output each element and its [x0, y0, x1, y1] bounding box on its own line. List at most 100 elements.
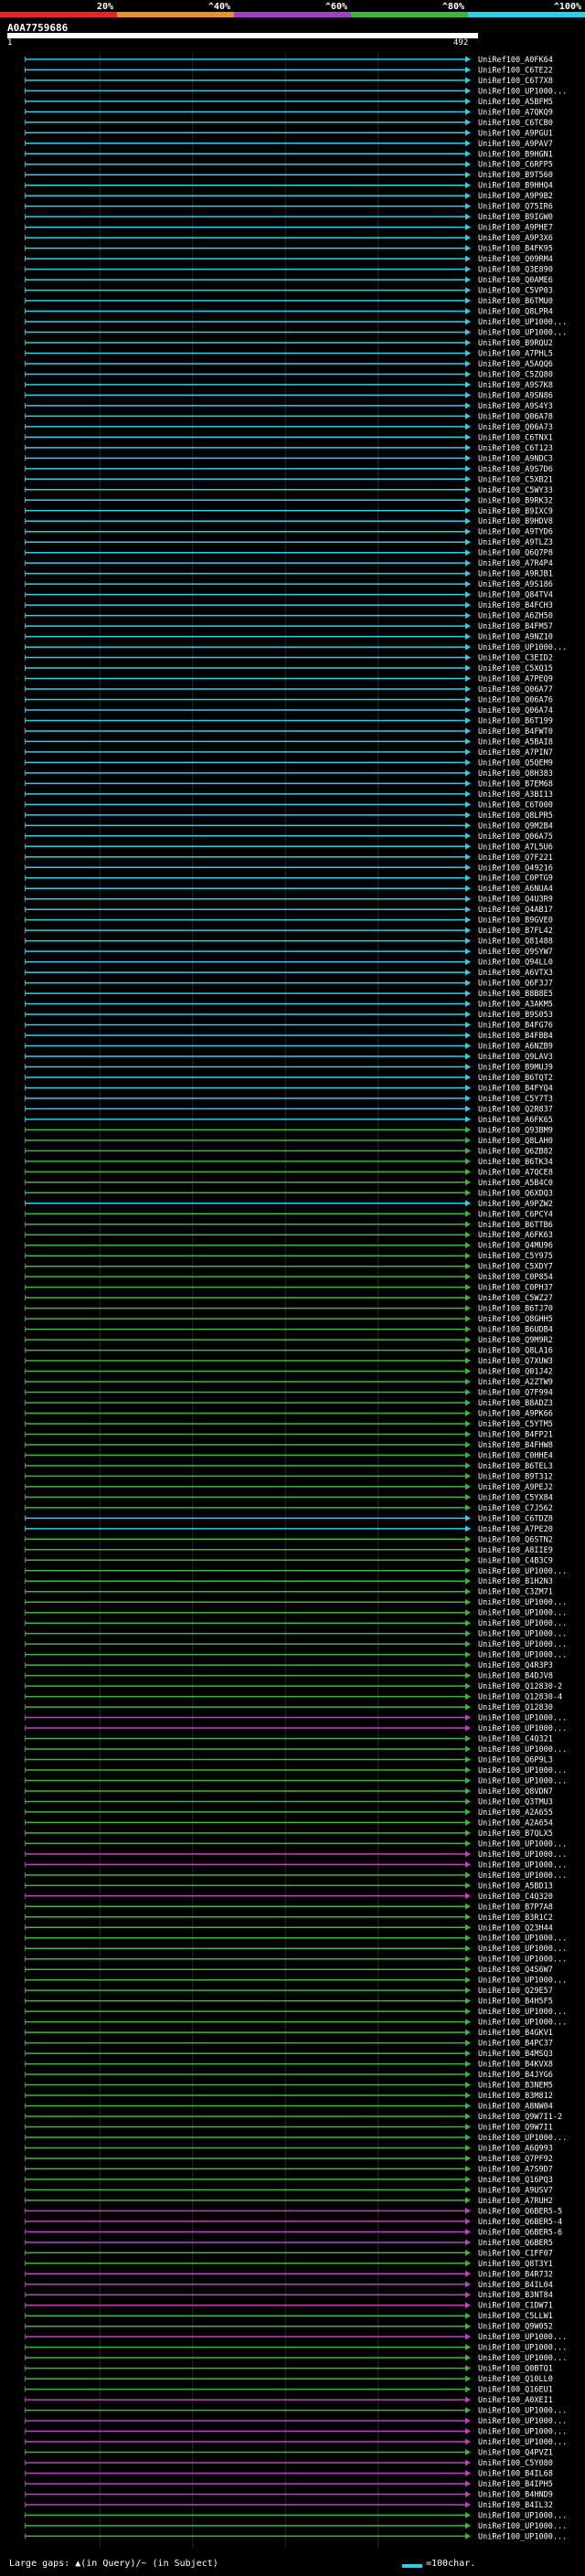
hit-label[interactable]: UniRef100_UP1000... — [478, 1860, 567, 1870]
hit-row[interactable]: UniRef100_Q7PF92 — [25, 2155, 553, 2164]
hit-row[interactable]: UniRef100_Q4S6W7 — [25, 1966, 553, 1975]
hit-label[interactable]: UniRef100_B4IPH5 — [478, 2480, 553, 2489]
hit-label[interactable]: UniRef100_A9P9B2 — [478, 192, 553, 201]
hit-row[interactable]: UniRef100_A7PEQ9 — [25, 675, 553, 684]
hit-label[interactable]: UniRef100_Q4U3R9 — [478, 896, 553, 905]
hit-label[interactable]: UniRef100_B4MSQ3 — [478, 2050, 553, 2059]
hit-label[interactable]: UniRef100_B6T199 — [478, 716, 553, 726]
hit-row[interactable]: UniRef100_B4FP21 — [25, 1430, 553, 1439]
hit-label[interactable]: UniRef100_Q6BER5-4 — [478, 2218, 562, 2227]
hit-label[interactable]: UniRef100_B4FWT0 — [478, 727, 553, 737]
hit-label[interactable]: UniRef100_Q93BM9 — [478, 1126, 553, 1135]
hit-row[interactable]: UniRef100_C7J562 — [25, 1504, 553, 1513]
hit-label[interactable]: UniRef100_C3EID2 — [478, 654, 553, 663]
hit-row[interactable]: UniRef100_B7P7A8 — [25, 1903, 553, 1912]
hit-row[interactable]: UniRef100_B4FYQ4 — [25, 1084, 553, 1093]
hit-row[interactable]: UniRef100_Q4PVZ1 — [25, 2449, 553, 2458]
hit-label[interactable]: UniRef100_B8ADZ3 — [478, 1399, 553, 1408]
hit-row[interactable]: UniRef100_Q06A78 — [25, 412, 553, 421]
hit-label[interactable]: UniRef100_C6TE22 — [478, 66, 553, 75]
hit-label[interactable]: UniRef100_B4FP21 — [478, 1430, 553, 1439]
hit-label[interactable]: UniRef100_C6PCY4 — [478, 1210, 553, 1219]
hit-row[interactable]: UniRef100_A9S7K8 — [25, 381, 553, 390]
hit-label[interactable]: UniRef100_UP1000... — [478, 1640, 567, 1649]
hit-label[interactable]: UniRef100_B9GVE0 — [478, 917, 553, 926]
hit-row[interactable]: UniRef100_Q16PQ3 — [25, 2176, 553, 2185]
hit-row[interactable]: UniRef100_B4FG76 — [25, 1022, 553, 1031]
hit-row[interactable]: UniRef100_B4PC37 — [25, 2040, 553, 2049]
hit-row[interactable]: UniRef100_UP1000... — [25, 1850, 568, 1860]
hit-row[interactable]: UniRef100_A9S4Y3 — [25, 402, 553, 411]
hit-label[interactable]: UniRef100_A7S9D7 — [478, 2165, 553, 2174]
hit-row[interactable]: UniRef100_UP1000... — [25, 1839, 568, 1849]
hit-label[interactable]: UniRef100_UP1000... — [478, 1630, 567, 1639]
hit-row[interactable]: UniRef100_A9PK66 — [25, 1409, 553, 1418]
hit-label[interactable]: UniRef100_Q7F994 — [478, 1389, 553, 1398]
hit-label[interactable]: UniRef100_A5AQQ6 — [478, 360, 553, 369]
hit-row[interactable]: UniRef100_B6TK34 — [25, 1158, 553, 1167]
hit-label[interactable]: UniRef100_B3NT84 — [478, 2291, 553, 2300]
hit-label[interactable]: UniRef100_Q9M9R2 — [478, 1336, 553, 1345]
hit-row[interactable]: UniRef100_Q9W7I1 — [25, 2123, 553, 2132]
hit-row[interactable]: UniRef100_C6TDZ8 — [25, 1514, 553, 1523]
hit-label[interactable]: UniRef100_C1DW71 — [478, 2302, 553, 2311]
hit-label[interactable]: UniRef100_A7RUH2 — [478, 2197, 553, 2206]
hit-row[interactable]: UniRef100_B6TMU0 — [25, 297, 553, 306]
hit-row[interactable]: UniRef100_UP1000... — [25, 1609, 568, 1618]
hit-label[interactable]: UniRef100_B9RQU2 — [478, 339, 553, 348]
hit-label[interactable]: UniRef100_Q10LL0 — [478, 2375, 553, 2384]
hit-label[interactable]: UniRef100_UP1000... — [478, 1776, 567, 1786]
hit-row[interactable]: UniRef100_B4FM57 — [25, 622, 553, 631]
hit-row[interactable]: UniRef100_Q9W7I1-2 — [25, 2113, 563, 2122]
hit-label[interactable]: UniRef100_C5XB21 — [478, 475, 553, 484]
hit-label[interactable]: UniRef100_Q0AME6 — [478, 276, 553, 285]
hit-label[interactable]: UniRef100_C6RFP5 — [478, 161, 553, 170]
hit-row[interactable]: UniRef100_C6TE22 — [25, 66, 553, 75]
hit-label[interactable]: UniRef100_Q8LAH0 — [478, 1137, 553, 1146]
hit-label[interactable]: UniRef100_B4GKV1 — [478, 2029, 553, 2038]
hit-row[interactable]: UniRef100_A7QKQ9 — [25, 108, 553, 117]
hit-row[interactable]: UniRef100_Q6XDQ3 — [25, 1189, 553, 1198]
hit-row[interactable]: UniRef100_A9PHE7 — [25, 224, 553, 233]
hit-row[interactable]: UniRef100_B9HDV8 — [25, 517, 553, 526]
hit-label[interactable]: UniRef100_UP1000... — [478, 1724, 567, 1733]
hit-label[interactable]: UniRef100_Q12830 — [478, 1703, 553, 1712]
hit-label[interactable]: UniRef100_Q6ZB82 — [478, 1147, 553, 1156]
hit-row[interactable]: UniRef100_A9PGU1 — [25, 129, 553, 138]
hit-label[interactable]: UniRef100_Q6P9L3 — [478, 1755, 553, 1765]
hit-label[interactable]: UniRef100_UP1000... — [478, 2134, 567, 2143]
hit-label[interactable]: UniRef100_UP1000... — [478, 2417, 567, 2426]
hit-label[interactable]: UniRef100_B4IL04 — [478, 2281, 553, 2290]
hit-label[interactable]: UniRef100_UP1000... — [478, 1745, 567, 1754]
hit-label[interactable]: UniRef100_UP1000... — [478, 2438, 567, 2447]
hit-label[interactable]: UniRef100_C4B3C9 — [478, 1556, 553, 1565]
hit-row[interactable]: UniRef100_Q6BER5-5 — [25, 2207, 563, 2216]
hit-label[interactable]: UniRef100_C6TNX1 — [478, 433, 553, 442]
hit-row[interactable]: UniRef100_UP1000... — [25, 1956, 568, 1965]
hit-label[interactable]: UniRef100_Q49216 — [478, 864, 553, 873]
hit-row[interactable]: UniRef100_B4IL32 — [25, 2501, 553, 2510]
hit-row[interactable]: UniRef100_UP1000... — [25, 2354, 568, 2363]
hit-row[interactable]: UniRef100_A9TYD6 — [25, 528, 553, 537]
hit-row[interactable]: UniRef100_Q6P9L3 — [25, 1755, 553, 1765]
hit-row[interactable]: UniRef100_UP1000... — [25, 1619, 568, 1628]
hit-label[interactable]: UniRef100_B7QLX5 — [478, 1829, 553, 1839]
hit-label[interactable]: UniRef100_B8B8E5 — [478, 990, 553, 999]
hit-label[interactable]: UniRef100_C5LLW1 — [478, 2312, 553, 2321]
hit-label[interactable]: UniRef100_UP1000... — [478, 2333, 567, 2342]
hit-label[interactable]: UniRef100_UP1000... — [478, 1945, 567, 1954]
hit-label[interactable]: UniRef100_Q8LPR5 — [478, 811, 553, 821]
hit-row[interactable]: UniRef100_B7EM68 — [25, 779, 553, 789]
hit-label[interactable]: UniRef100_C5WY33 — [478, 486, 553, 495]
hit-label[interactable]: UniRef100_B4FHW8 — [478, 1441, 553, 1450]
hit-label[interactable]: UniRef100_Q75IR6 — [478, 203, 553, 212]
hit-row[interactable]: UniRef100_Q8VDN7 — [25, 1787, 553, 1797]
hit-row[interactable]: UniRef100_A7PIN7 — [25, 748, 553, 758]
hit-row[interactable]: UniRef100_A3AKM5 — [25, 1001, 553, 1010]
hit-row[interactable]: UniRef100_Q6STN2 — [25, 1535, 553, 1544]
hit-label[interactable]: UniRef100_UP1000... — [478, 1651, 567, 1660]
hit-label[interactable]: UniRef100_A5B4C0 — [478, 1179, 553, 1188]
hit-row[interactable]: UniRef100_A3BI13 — [25, 790, 553, 800]
hit-label[interactable]: UniRef100_UP1000... — [478, 318, 567, 327]
hit-row[interactable]: UniRef100_B7FL42 — [25, 927, 553, 936]
